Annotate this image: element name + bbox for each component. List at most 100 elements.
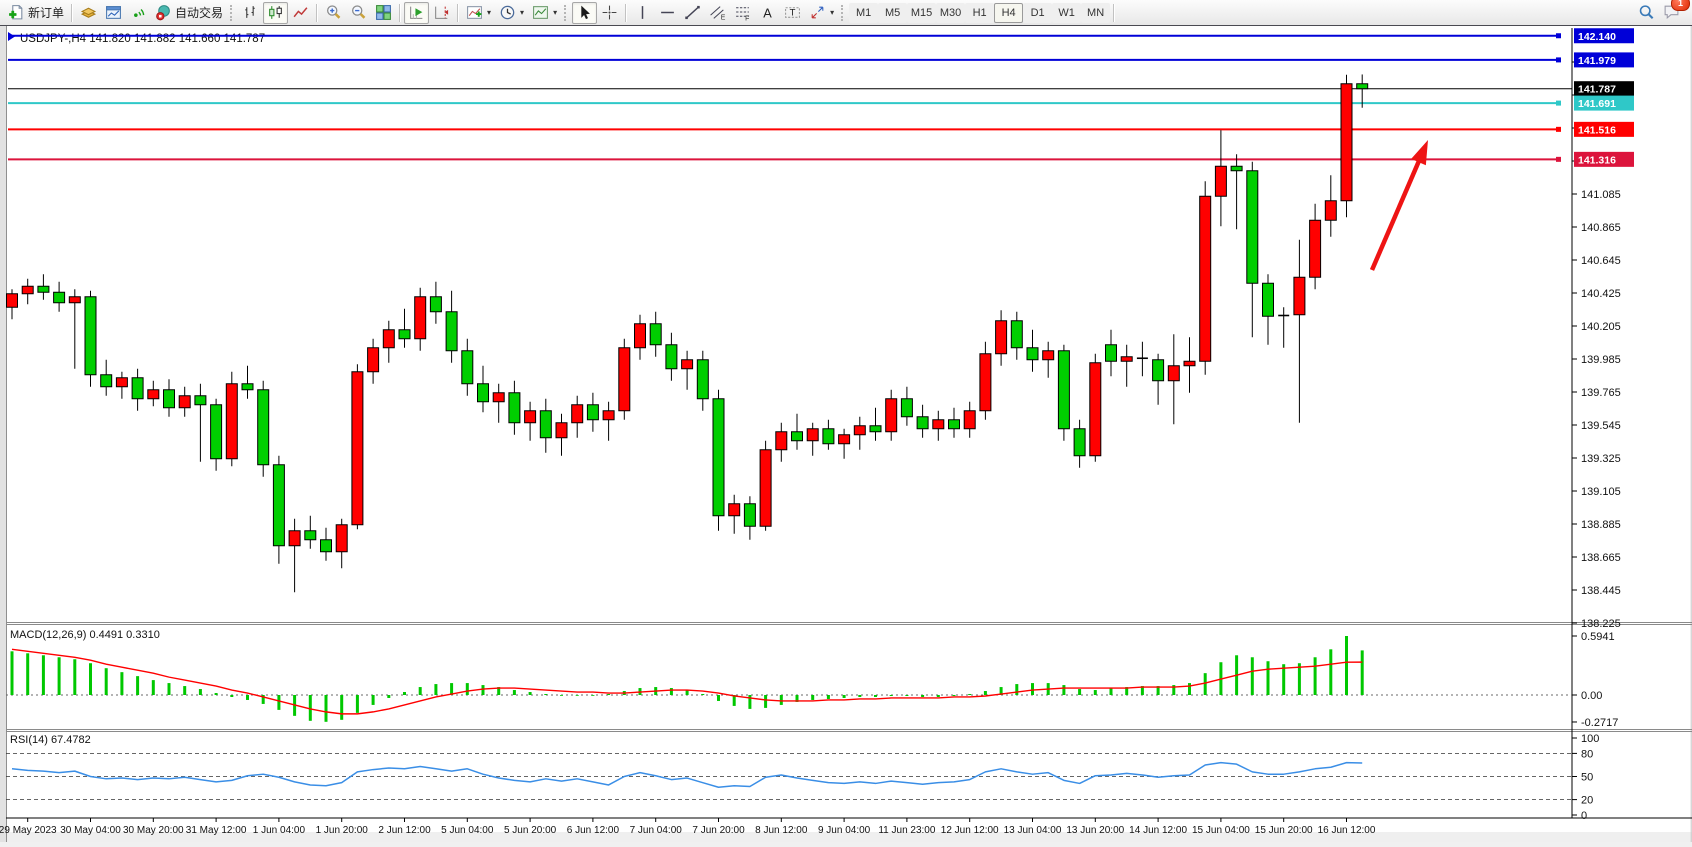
level-line-endpoint[interactable]: [1556, 156, 1561, 162]
timeframe-button-w1[interactable]: W1: [1052, 2, 1082, 23]
auto-scroll-button[interactable]: [404, 1, 430, 24]
arrows-dropdown-caret[interactable]: ▾: [830, 8, 835, 17]
macd-histogram-bar: [167, 683, 171, 695]
line-chart-button[interactable]: [288, 2, 313, 24]
macd-histogram-bar: [983, 691, 987, 695]
chart-shift-button[interactable]: [429, 2, 454, 24]
fibonacci-button[interactable]: F: [730, 2, 755, 24]
templates-dropdown-caret[interactable]: ▾: [553, 8, 558, 17]
candle-bullish: [775, 431, 788, 451]
time-tick-label: 7 Jun 20:00: [692, 825, 745, 836]
macd-histogram-bar: [1078, 689, 1082, 695]
candle-bullish: [979, 353, 992, 412]
timeframe-button-h1[interactable]: H1: [965, 2, 995, 23]
macd-histogram-bar: [246, 695, 249, 700]
toolbar-drag-handle[interactable]: [564, 4, 569, 21]
macd-histogram-bar: [607, 694, 611, 695]
candle-bullish: [1214, 165, 1227, 197]
indicators-button[interactable]: ▾: [462, 2, 495, 24]
macd-histogram-bar: [136, 676, 140, 695]
level-line-endpoint[interactable]: [1556, 57, 1561, 63]
search-button[interactable]: [1634, 2, 1659, 24]
candle-bullish: [367, 347, 380, 373]
zoom-out-button[interactable]: [346, 2, 371, 24]
toolbar-drag-handle[interactable]: [230, 4, 235, 21]
candle-bearish: [131, 377, 144, 400]
trend-arrow-line[interactable]: [1369, 155, 1423, 271]
level-line-endpoint[interactable]: [1556, 126, 1561, 132]
candle-bearish: [1057, 350, 1070, 430]
periods-button[interactable]: ▾: [495, 2, 528, 24]
macd-histogram-bar: [811, 695, 815, 700]
macd-histogram-bar: [434, 684, 438, 695]
price-tick-label: 138.885: [1581, 519, 1621, 531]
timeframe-button-h4[interactable]: H4: [994, 2, 1024, 23]
toolbar-drag-handle[interactable]: [841, 4, 846, 21]
tile-windows-button[interactable]: [371, 2, 396, 24]
horizontal-line-button[interactable]: [655, 2, 680, 24]
candle-bearish: [1246, 170, 1259, 284]
macd-histogram-bar: [151, 680, 155, 695]
toolbar-bottom-edge: [0, 25, 1692, 26]
indicators-dropdown-caret[interactable]: ▾: [487, 8, 492, 17]
candle-bullish: [1309, 219, 1322, 278]
candle-bearish: [900, 398, 913, 418]
price-label-text: 141.691: [1578, 98, 1616, 110]
level-line-endpoint[interactable]: [1556, 100, 1561, 106]
chart-window-button[interactable]: [101, 2, 126, 24]
autotrading-button[interactable]: 自动交易: [151, 2, 227, 24]
macd-histogram-bar: [340, 695, 344, 720]
candle-bullish: [853, 425, 866, 436]
macd-histogram-bar: [701, 694, 705, 695]
timeframe-button-m15[interactable]: M15: [907, 2, 937, 23]
macd-histogram-bar: [1093, 690, 1097, 695]
timeframe-button-mn[interactable]: MN: [1081, 2, 1111, 23]
signal-button[interactable]: [126, 2, 151, 24]
zoom-in-button[interactable]: [321, 2, 346, 24]
candle-bearish: [461, 350, 474, 385]
notification-badge[interactable]: 1: [1671, 0, 1690, 12]
candlestick-chart-icon: [267, 4, 284, 21]
bar-chart-icon: [242, 4, 259, 21]
trendline-button[interactable]: [680, 2, 705, 24]
macd-histogram-bar: [1109, 688, 1113, 695]
cursor-button[interactable]: [572, 1, 598, 24]
trend-arrow-head[interactable]: [1411, 140, 1428, 166]
templates-button[interactable]: ▾: [528, 2, 561, 24]
timeframe-button-m30[interactable]: M30: [936, 2, 966, 23]
macd-tick-label: 0.5941: [1581, 631, 1615, 643]
time-tick-label: 16 Jun 12:00: [1318, 825, 1376, 836]
timeframe-button-d1[interactable]: D1: [1023, 2, 1053, 23]
candle-bullish: [963, 410, 976, 430]
bar-chart-button[interactable]: [238, 2, 263, 24]
crosshair-button[interactable]: [597, 2, 622, 24]
candle-bullish: [147, 389, 160, 400]
autotrading-label: 自动交易: [175, 6, 224, 20]
price-tick-label: 139.325: [1581, 453, 1621, 465]
timeframe-button-m5[interactable]: M5: [878, 2, 908, 23]
candle-bullish: [995, 320, 1008, 355]
vertical-line-button[interactable]: [630, 2, 655, 24]
level-line-endpoint[interactable]: [1556, 33, 1561, 39]
text-button[interactable]: A: [755, 2, 780, 24]
macd-histogram-bar: [497, 687, 501, 695]
macd-histogram-bar: [952, 695, 956, 696]
new-order-button[interactable]: 新订单: [4, 2, 68, 24]
candle-bearish: [1073, 428, 1086, 457]
macd-tick-label: -0.2717: [1581, 717, 1618, 729]
templates-icon: [532, 4, 549, 21]
equidistant-channel-button[interactable]: E: [705, 2, 730, 24]
candlestick-chart-button[interactable]: [263, 1, 289, 24]
gold-bars-button[interactable]: [76, 2, 101, 24]
price-tick-label: 141.085: [1581, 189, 1621, 201]
periods-dropdown-caret[interactable]: ▾: [520, 8, 525, 17]
price-tick-label: 139.545: [1581, 420, 1621, 432]
text-label-button[interactable]: T: [780, 2, 805, 24]
timeframe-button-m1[interactable]: M1: [849, 2, 879, 23]
price-chart-canvas[interactable]: USDJPY-,H4 141.820 141.882 141.660 141.7…: [0, 26, 1692, 842]
candle-bearish: [398, 329, 411, 340]
rsi-line: [11, 761, 1363, 789]
macd-histogram-bar: [1313, 657, 1317, 695]
macd-histogram-bar: [1250, 657, 1254, 695]
arrows-button[interactable]: ▾: [805, 2, 838, 24]
